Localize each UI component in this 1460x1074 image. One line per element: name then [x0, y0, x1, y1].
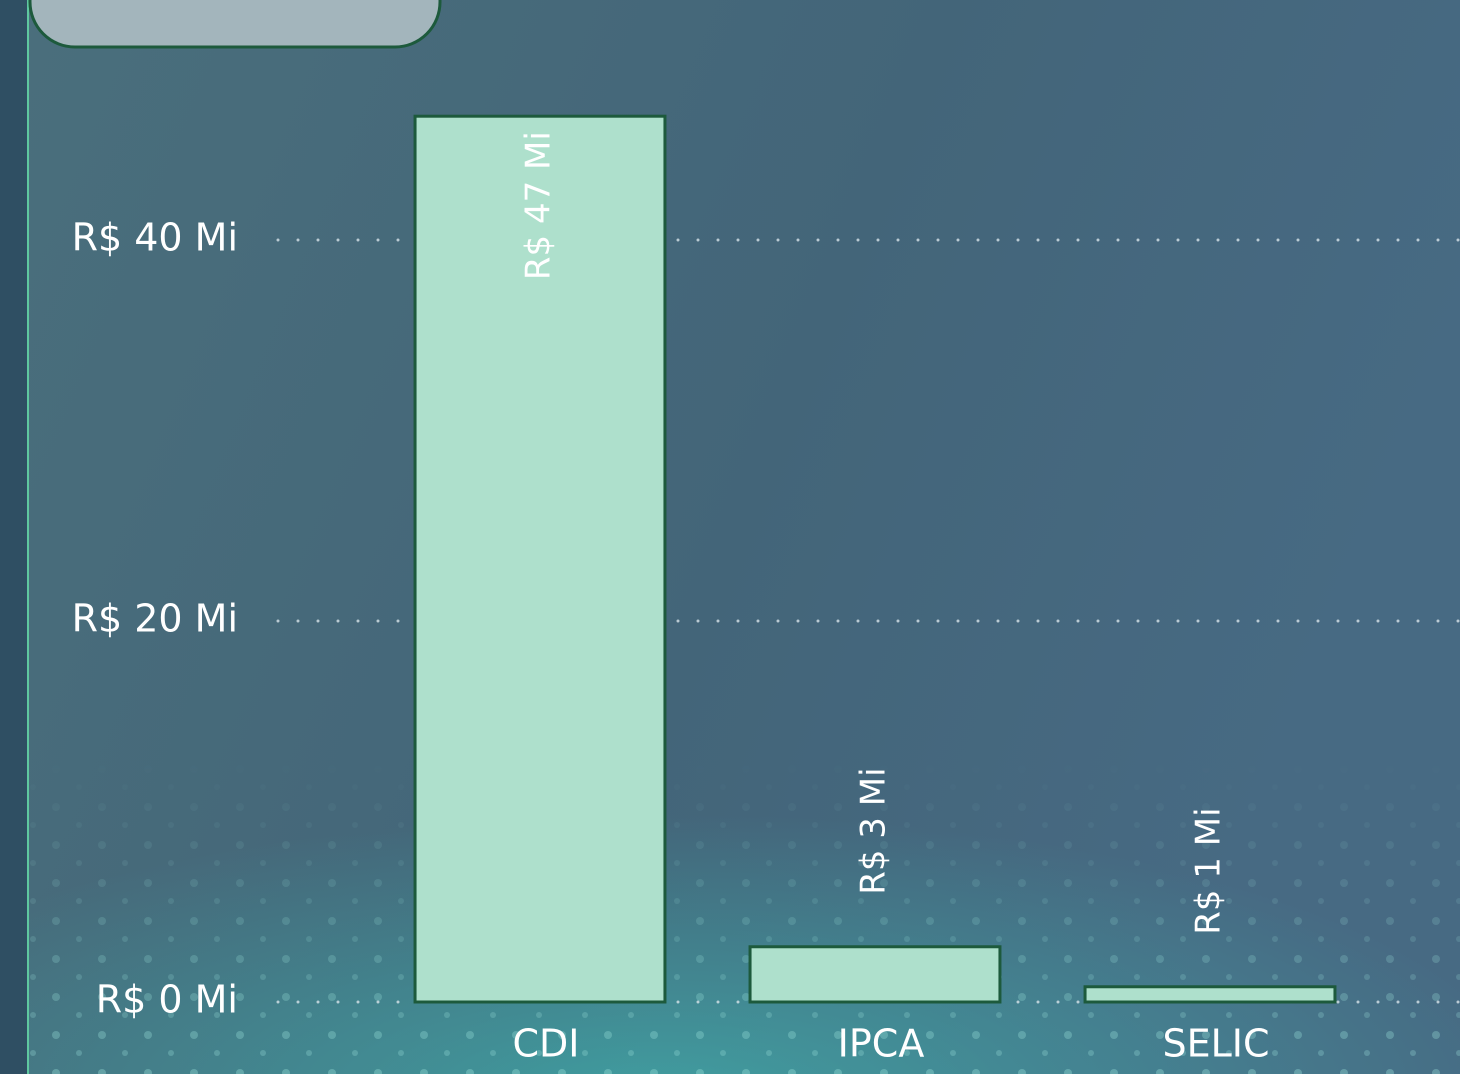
y-tick-label: R$ 0 Mi — [96, 978, 238, 1022]
side-strip — [0, 0, 27, 1074]
value-label: R$ 3 Mi — [854, 767, 894, 894]
value-label: R$ 1 Mi — [1189, 807, 1229, 934]
bar — [748, 945, 1002, 1004]
bar — [1083, 985, 1337, 1004]
dots — [0, 760, 1460, 1074]
value-label: R$ 47 Mi — [519, 131, 559, 280]
x-tick-label: CDI — [512, 1022, 579, 1066]
header-box — [28, 0, 442, 49]
bar — [413, 114, 667, 1004]
x-tick-label: IPCA — [838, 1022, 925, 1066]
y-tick-label: R$ 20 Mi — [72, 597, 238, 641]
y-tick-label: R$ 40 Mi — [72, 216, 238, 260]
x-tick-label: SELIC — [1162, 1022, 1269, 1066]
